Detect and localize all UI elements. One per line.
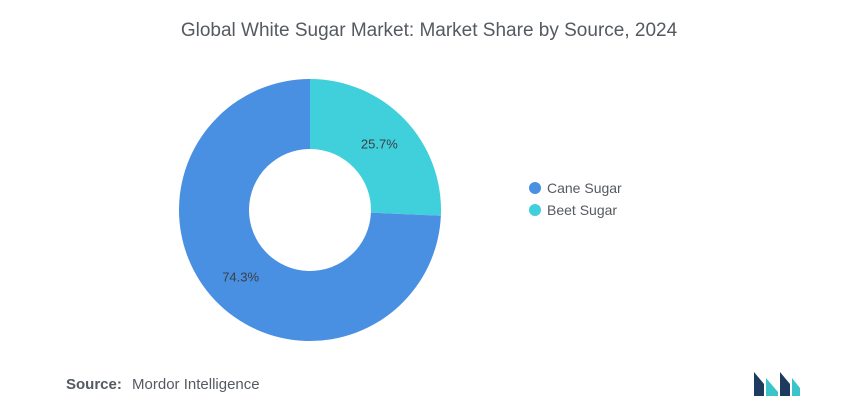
legend-swatch-cane-sugar: [529, 182, 541, 194]
source-value: Mordor Intelligence: [132, 376, 260, 393]
legend-label-beet-sugar: Beet Sugar: [547, 202, 618, 218]
legend-swatch-beet-sugar: [529, 204, 541, 216]
donut-labels: 25.7% 74.3%: [222, 137, 398, 285]
source-note: Source: Mordor Intelligence: [66, 376, 260, 393]
source-key: Source:: [66, 376, 122, 393]
legend-label-cane-sugar: Cane Sugar: [547, 180, 622, 196]
mordor-intelligence-logo-icon: [754, 372, 800, 396]
chart-title: Global White Sugar Market: Market Share …: [180, 20, 678, 41]
legend: Cane Sugar Beet Sugar: [529, 177, 622, 221]
data-label-cane-sugar: 74.3%: [222, 269, 259, 284]
data-label-beet-sugar: 25.7%: [361, 137, 398, 152]
legend-item-cane-sugar[interactable]: Cane Sugar: [529, 177, 622, 199]
donut-slice-cane-sugar: [179, 79, 441, 341]
donut-slice-beet-sugar: [310, 79, 442, 216]
legend-item-beet-sugar[interactable]: Beet Sugar: [529, 199, 622, 221]
donut-slices: [179, 79, 442, 341]
